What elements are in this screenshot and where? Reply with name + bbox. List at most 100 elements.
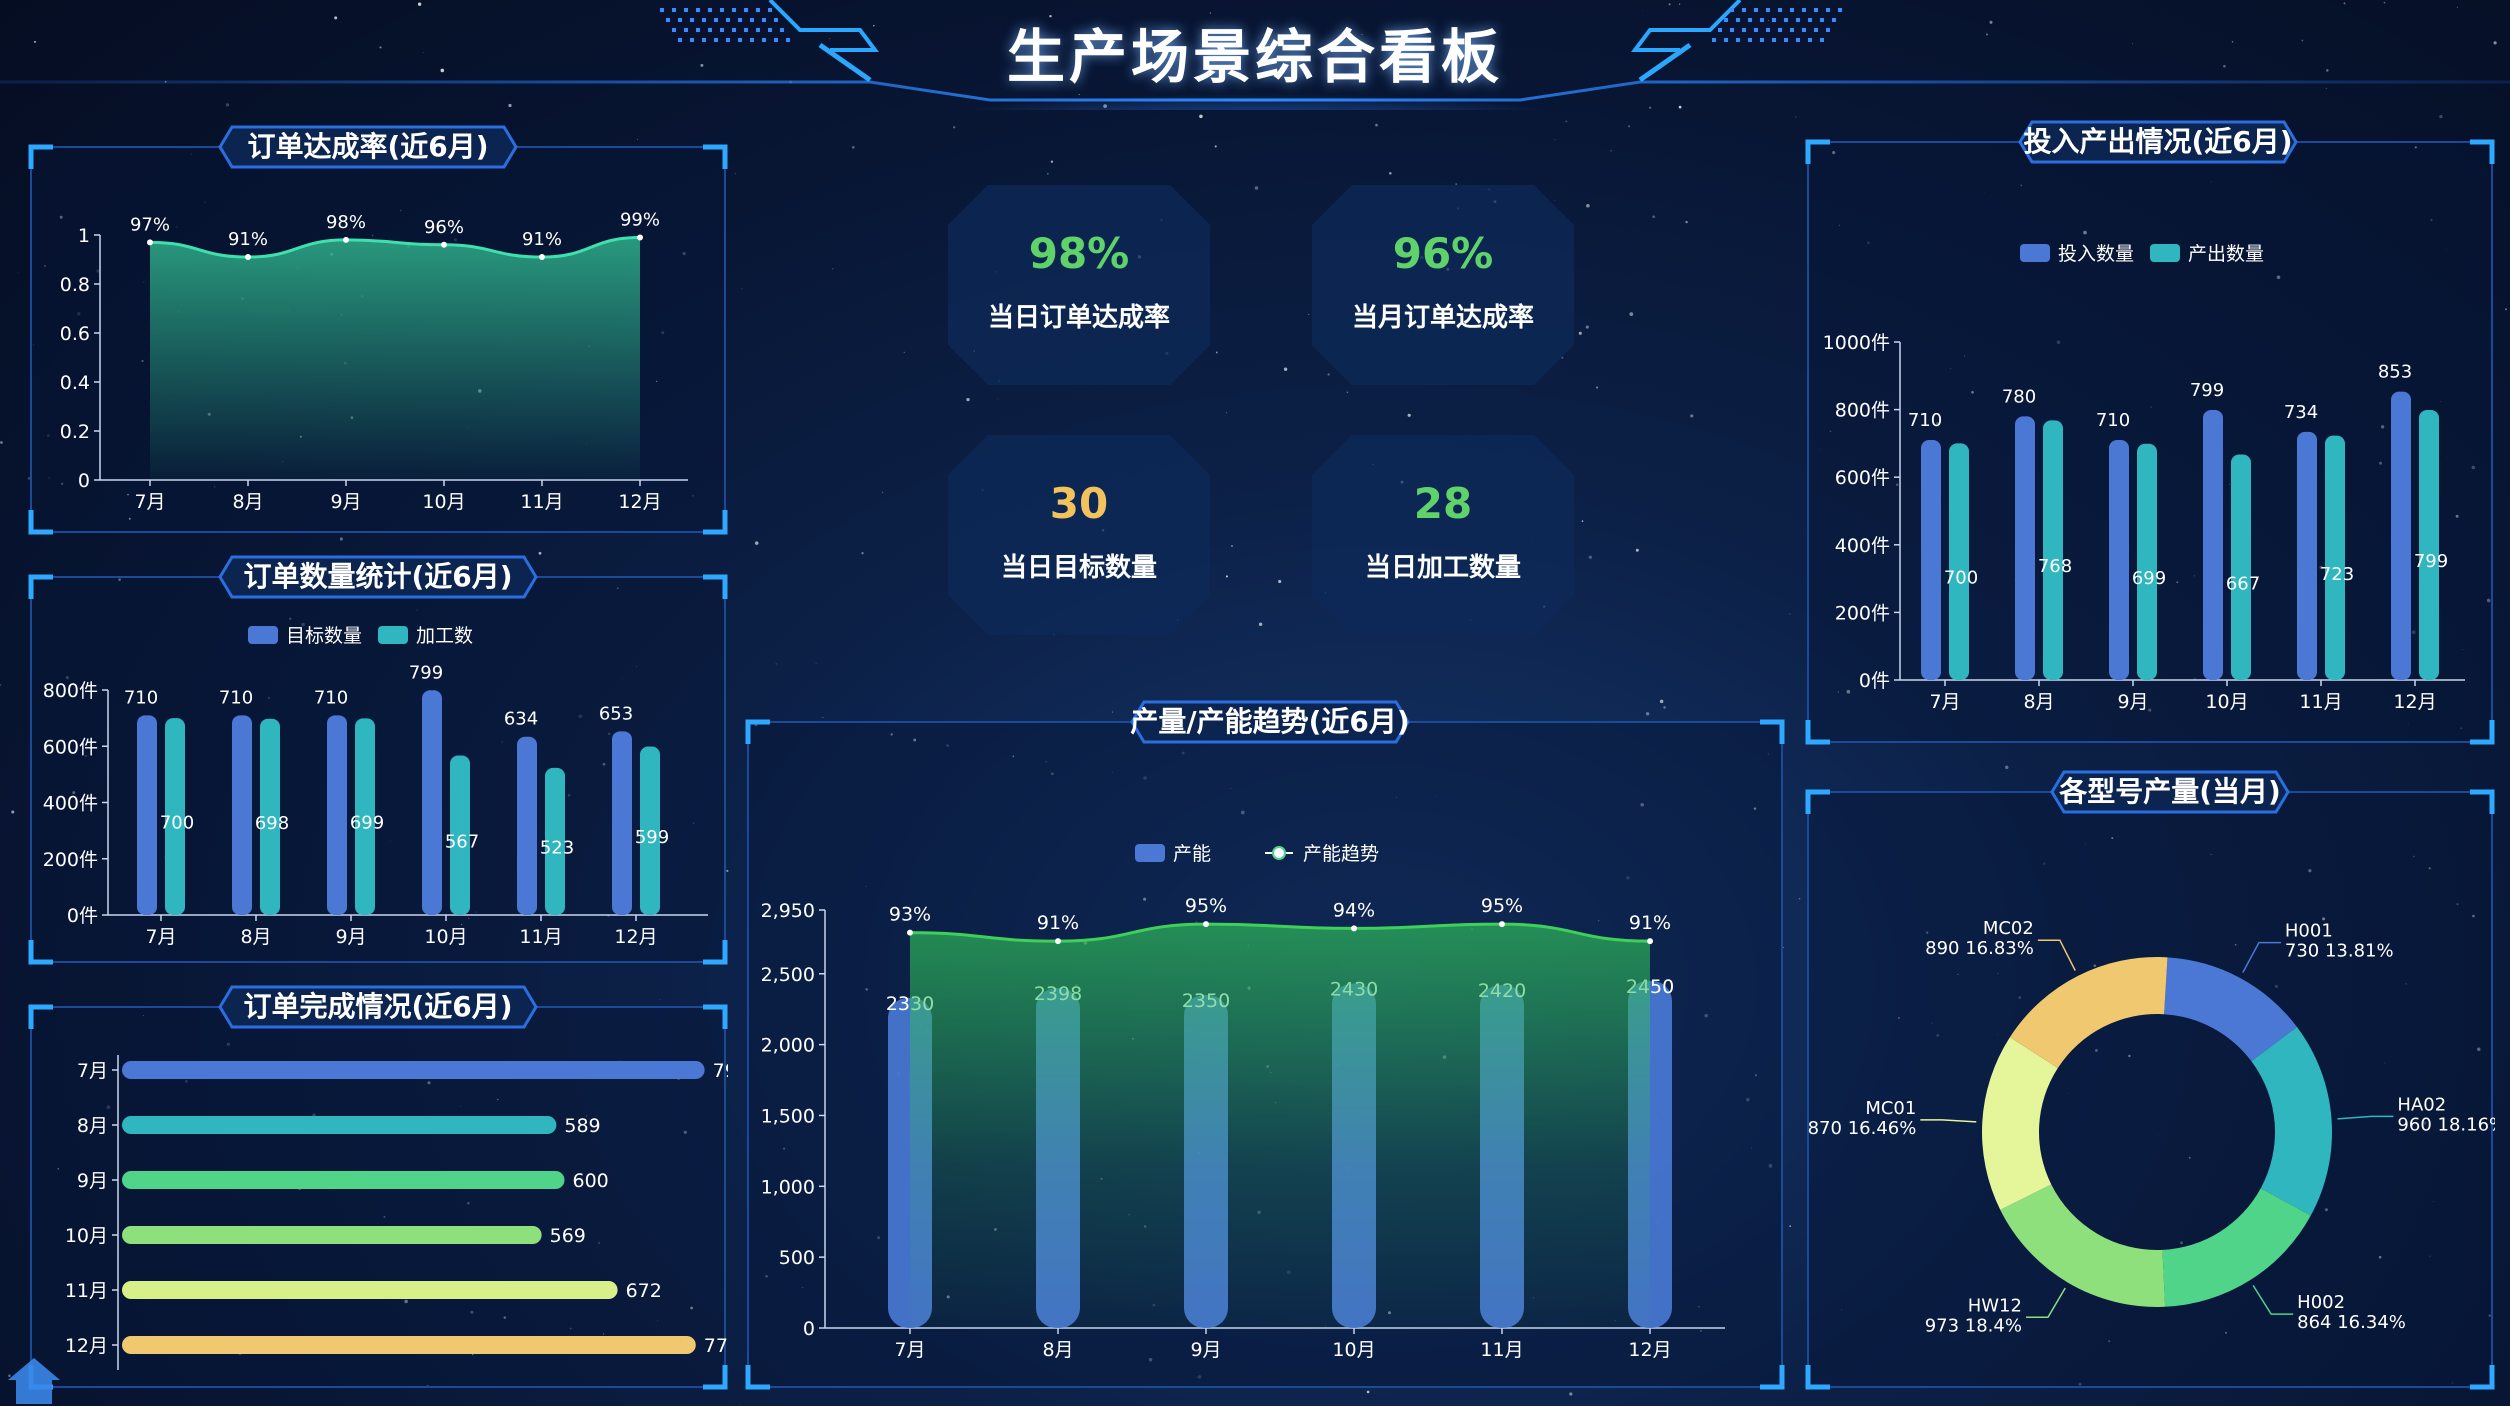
legend-label: 加工数 [416,625,473,647]
y-tick-label: 600件 [1835,467,1890,489]
bar-data-label: 710 [124,687,158,708]
panel-title: 投入产出情况(近6月) [2018,120,2298,164]
rate-line [149,235,641,259]
trend-point [1055,938,1061,945]
bar-data-label: 667 [2226,573,2260,594]
order-done-chart: 7月 790 8月 589 9月 600 10月 569 11月 672 12月 778 [65,1055,728,1370]
trend-point [1499,921,1505,928]
donut-label-value: 960 18.16% [2397,1114,2495,1135]
x-tick-label: 12月 [614,926,657,948]
hbar [122,1336,696,1354]
y-tick-label: 11月 [65,1280,108,1302]
trend-line [909,922,1651,943]
legend-swatch [1272,846,1286,860]
donut-leader [2337,1115,2394,1120]
x-tick-label: 11月 [520,491,563,513]
y-tick-label: 0件 [1859,670,1890,692]
rate-data-label: 99% [620,209,660,230]
kpi-daily-processed: 28 当日加工数量 [1312,435,1574,635]
rate-area [150,237,640,480]
panel-order-count: 订单数量统计(近6月) 目标数量 加工数 0件 200件 400件 600件 800件 7月 8… [28,555,728,965]
rate-point [539,254,545,261]
kpi-label: 当日目标数量 [1000,553,1157,583]
y-tick-label: 7月 [77,1060,108,1082]
trend-point [1203,921,1209,928]
trend-area [910,924,1650,1328]
donut-label-name: MC02 [1983,918,2034,939]
bar [260,718,280,915]
legend-swatch [248,626,278,644]
kpi-value: 98% [1028,229,1130,278]
hbar-data-label: 589 [564,1115,600,1137]
x-tick-label: 10月 [1332,1339,1375,1361]
hbar-data-label: 600 [573,1170,609,1192]
panel-io: 投入产出情况(近6月) 投入数量 产出数量 0件 200件 400件 600件 800件 10… [1805,120,2495,745]
hbar-data-label: 569 [550,1225,586,1247]
rate-point [637,234,643,241]
y-tick-label: 0.6 [60,323,90,345]
kpi-label: 当日加工数量 [1364,553,1521,583]
x-tick-label: 8月 [232,491,263,513]
y-tick-label: 9月 [77,1170,108,1192]
x-tick-label: 10月 [2205,691,2248,713]
bar-data-label: 768 [2038,556,2072,577]
donut-label-name: H001 [2285,921,2333,942]
x-tick-label: 8月 [240,926,271,948]
y-tick-label: 2,950 [761,900,815,922]
panel-title: 订单完成情况(近6月) [218,985,538,1029]
kpi-value: 30 [1049,479,1109,528]
rate-point [441,241,447,248]
x-tick-label: 9月 [330,491,361,513]
y-tick-label: 600件 [43,736,98,758]
donut-label-name: HW12 [1968,1295,2022,1316]
bar-data-label: 710 [1908,410,1942,431]
x-tick-label: 7月 [145,926,176,948]
y-tick-label: 0 [803,1318,815,1340]
trend-point [1647,938,1653,945]
donut-leader [2037,939,2076,971]
bar [2137,443,2157,680]
y-tick-label: 1,000 [761,1176,815,1198]
hbar [122,1061,705,1079]
bar [2043,420,2063,680]
y-tick-label: 800件 [1835,400,1890,422]
rate-data-label: 97% [130,214,170,235]
y-tick-label: 0.4 [60,372,90,394]
y-tick-label: 200件 [43,849,98,871]
trend-data-label: 93% [889,904,931,926]
bar [545,767,565,915]
hbar [122,1281,618,1299]
bar [2203,409,2223,680]
x-tick-label: 12月 [618,491,661,513]
bar-data-label: 710 [219,687,253,708]
y-tick-label: 0.8 [60,274,90,296]
home-icon[interactable] [6,1356,62,1406]
legend-swatch [378,626,408,644]
panel-capacity: 产量/产能趋势(近6月) 产能 产能趋势 0 500 1,000 1,500 2,000 2,… [745,700,1785,1390]
header-decoration [0,0,2510,110]
bar [1949,443,1969,680]
legend-swatch [1135,844,1165,862]
trend-data-label: 95% [1185,895,1227,917]
rate-data-label: 91% [228,229,268,250]
donut-leader [2252,1284,2294,1315]
bar-data-label: 799 [2414,551,2448,572]
bar-data-label: 780 [2002,386,2036,407]
y-tick-label: 2,000 [761,1035,815,1057]
donut-slice [2162,1188,2311,1307]
donut-slice [2000,1184,2166,1307]
bar [1921,440,1941,680]
trend-point [907,929,913,936]
bar-data-label: 700 [160,813,194,834]
panel-title: 产量/产能趋势(近6月) [1130,700,1410,744]
bar-data-label: 799 [2190,380,2224,401]
donut-label-value: 730 13.81% [2285,941,2394,962]
y-tick-label: 1 [78,225,90,247]
y-tick-label: 800件 [43,680,98,702]
donut-label-value: 973 18.4% [1925,1315,2022,1336]
trend-point [1351,925,1357,932]
donut-label-name: H002 [2297,1292,2345,1313]
bar-data-label: 523 [540,837,574,858]
y-tick-label: 12月 [65,1335,108,1357]
